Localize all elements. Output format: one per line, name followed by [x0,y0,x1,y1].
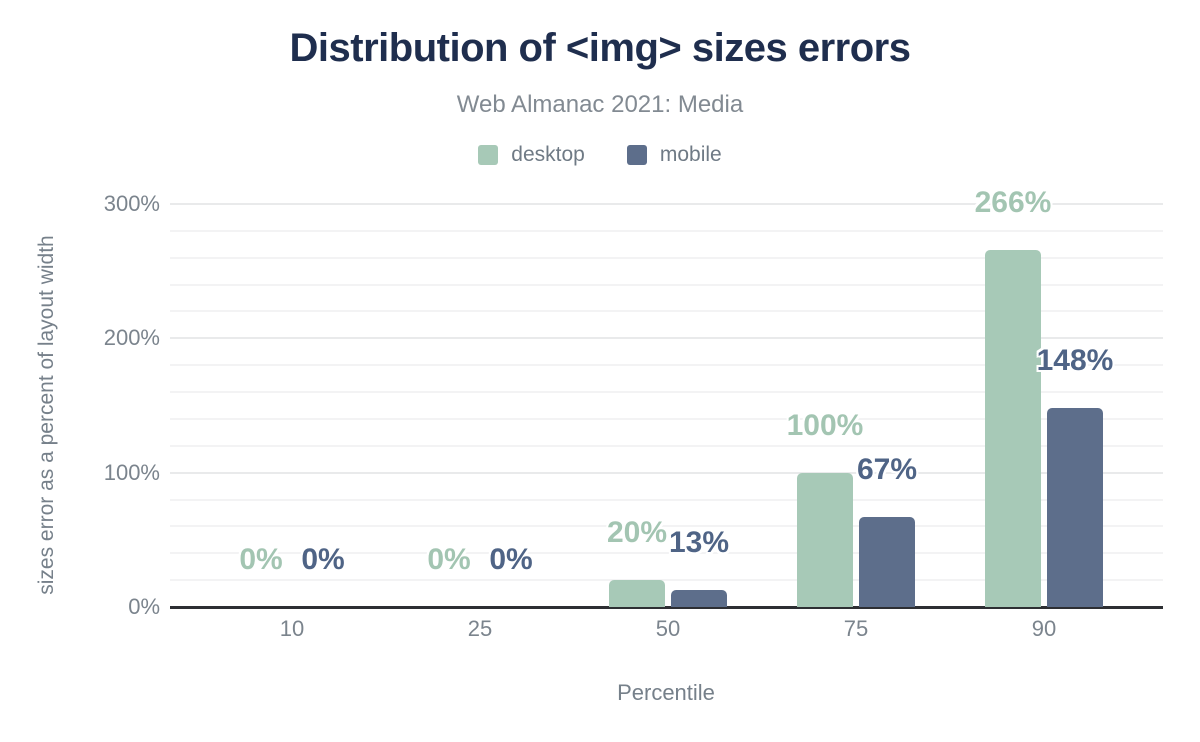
value-label-mobile-p75: 67% [856,453,918,486]
legend-swatch-desktop-icon [478,145,499,165]
gridline-minor [170,579,1163,581]
y-tick-label: 0% [128,594,160,619]
legend-item-desktop[interactable]: desktop [478,143,585,167]
value-label-mobile-p25: 0% [489,543,533,576]
gridline-major [170,337,1163,339]
x-tick-label-90: 90 [1031,616,1057,641]
x-axis-line [170,606,1163,609]
gridline-minor [170,525,1163,527]
x-axis-title: Percentile [617,680,715,705]
bar-desktop-p75[interactable] [797,473,853,607]
bar-mobile-p50[interactable] [671,590,727,607]
legend-label-desktop: desktop [511,143,585,166]
y-tick-label: 200% [103,325,160,350]
value-label-mobile-p10: 0% [301,543,345,576]
y-axis-title: sizes error as a percent of layout width [35,235,58,595]
x-tick-label-25: 25 [467,616,493,641]
x-tick-label-10: 10 [279,616,305,641]
gridline-minor [170,445,1163,447]
value-label-mobile-p90: 148% [1036,344,1114,377]
legend-swatch-mobile-icon [626,145,647,165]
value-label-desktop-p10: 0% [239,543,283,576]
gridline-minor [170,230,1163,232]
value-label-desktop-p25: 0% [427,543,471,576]
gridline-minor [170,552,1163,554]
gridline-minor [170,364,1163,366]
value-label-mobile-p50: 13% [668,526,730,559]
legend-item-mobile[interactable]: mobile [626,143,722,167]
value-label-desktop-p50: 20% [606,516,668,549]
bar-desktop-p50[interactable] [609,580,665,607]
legend-label-mobile: mobile [659,143,722,166]
gridline-minor [170,257,1163,259]
bar-desktop-p90[interactable] [985,250,1041,607]
gridline-minor [170,310,1163,312]
gridline-minor [170,499,1163,501]
x-tick-label-75: 75 [843,616,869,641]
gridline-minor [170,418,1163,420]
chart-title: Distribution of <img> sizes errors [289,26,911,70]
y-tick-label: 300% [103,191,160,216]
x-tick-label-50: 50 [655,616,681,641]
chart-subtitle: Web Almanac 2021: Media [456,91,744,118]
gridline-minor [170,284,1163,286]
bar-mobile-p75[interactable] [859,517,915,607]
gridline-major [170,203,1163,205]
y-tick-label: 100% [103,460,160,485]
value-label-desktop-p75: 100% [786,409,864,442]
bar-mobile-p90[interactable] [1047,408,1103,607]
legend: desktop mobile [0,143,1200,167]
value-label-desktop-p90: 266% [974,186,1052,219]
gridline-major [170,472,1163,474]
gridline-minor [170,391,1163,393]
